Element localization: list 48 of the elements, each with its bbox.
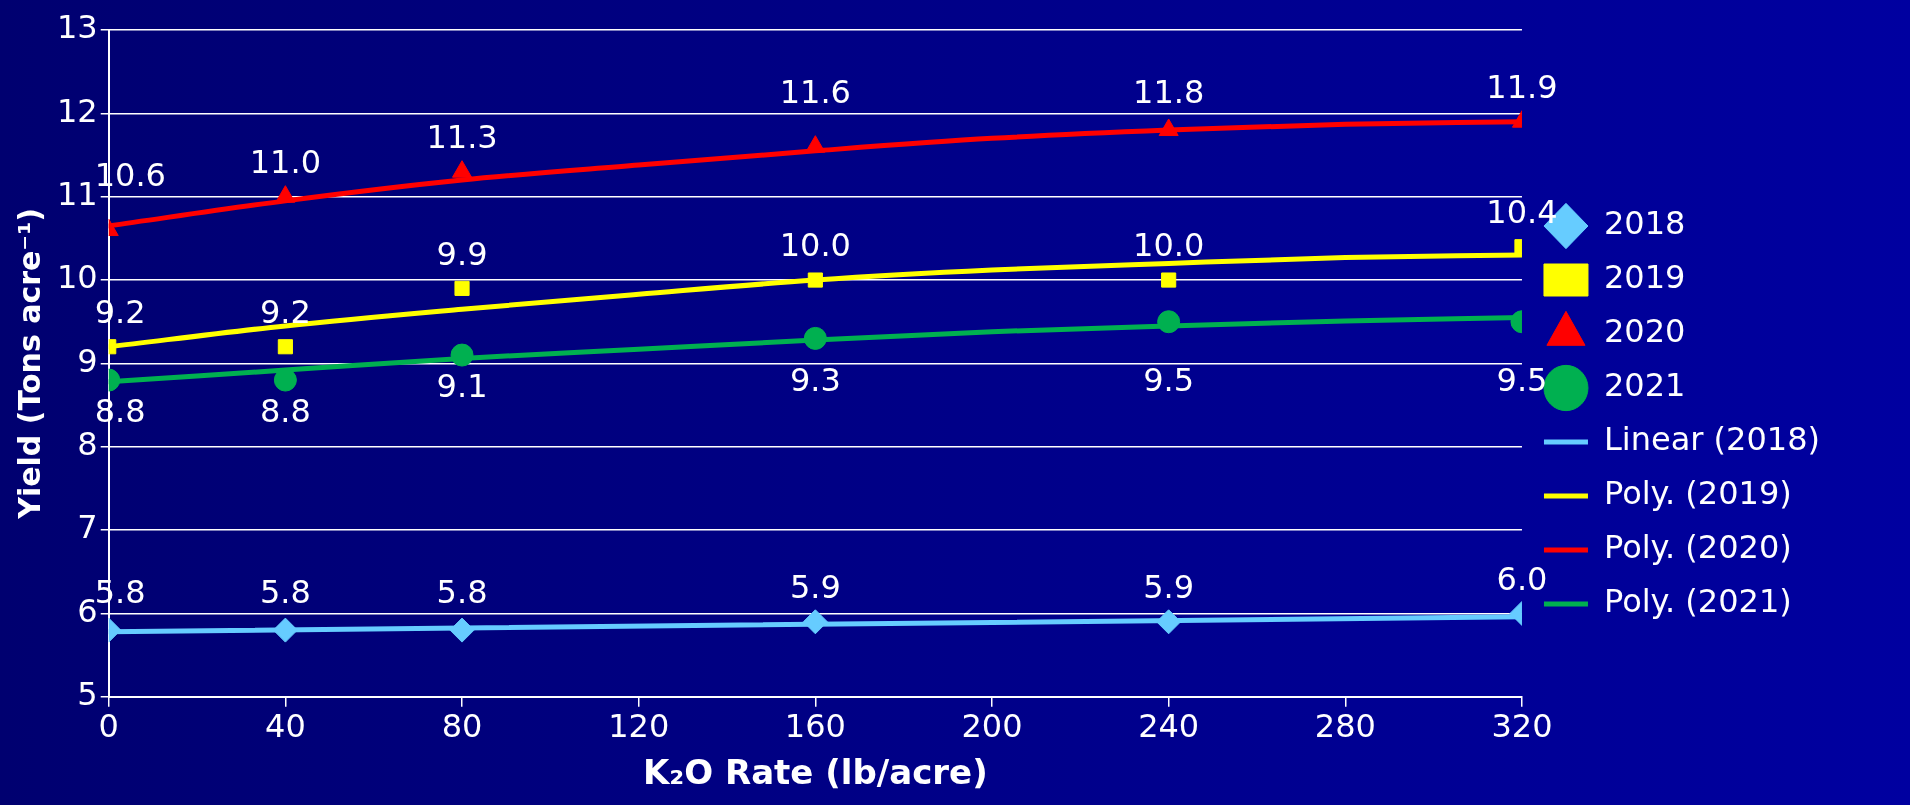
data-label: 10.4 [1486,193,1558,232]
x-tick-label: 320 [1491,707,1553,746]
y-tick-label: 12 [57,91,98,130]
legend-label: Poly. (2019) [1603,474,1792,513]
legend-label: Poly. (2020) [1603,528,1792,567]
data-label: 10.0 [1133,226,1205,265]
x-tick-label: 40 [265,707,306,746]
y-tick-label: 8 [77,425,98,464]
data-label: 11.9 [1486,68,1558,106]
data-label: 9.5 [1496,360,1548,399]
x-tick-label: 120 [608,707,670,746]
y-tick-label: 9 [77,341,98,380]
data-label: 11.0 [249,143,321,182]
legend-label: Poly. (2021) [1603,582,1792,621]
y-axis-title: Yield (Tons acre⁻¹) [11,207,47,520]
y-tick-label: 6 [77,591,98,630]
legend-label: 2019 [1603,258,1686,297]
data-label: 5.8 [436,572,488,611]
legend-label: 2018 [1603,204,1686,243]
x-tick-label: 200 [961,707,1023,746]
data-label: 9.9 [436,234,488,273]
data-label: 11.8 [1133,72,1205,111]
data-label: 11.3 [426,118,498,157]
legend-label: 2021 [1603,366,1686,405]
x-tick-label: 0 [98,707,119,746]
legend-label: 2020 [1603,312,1686,351]
x-tick-label: 80 [441,707,483,746]
legend-label: Linear (2018) [1603,420,1820,459]
data-label: 5.9 [789,568,841,607]
x-tick-label: 240 [1138,707,1200,746]
data-label: 10.0 [779,226,851,265]
data-label: 9.3 [789,360,841,399]
y-tick-label: 11 [57,175,98,214]
data-label: 8.8 [259,392,311,431]
data-label: 11.6 [779,72,851,111]
x-axis-title: K₂O Rate (lb/acre) [643,752,988,793]
data-label: 9.2 [259,293,311,332]
data-label: 9.5 [1143,360,1195,399]
x-tick-label: 160 [784,707,846,746]
data-label: 6.0 [1496,559,1548,598]
data-label: 9.1 [436,367,488,406]
data-label: 5.8 [259,572,311,611]
y-tick-label: 7 [77,508,98,547]
y-tick-label: 13 [57,8,98,47]
y-tick-label: 5 [77,675,98,714]
x-tick-label: 280 [1314,707,1376,746]
y-tick-label: 10 [57,258,98,297]
data-label: 5.9 [1143,568,1195,607]
